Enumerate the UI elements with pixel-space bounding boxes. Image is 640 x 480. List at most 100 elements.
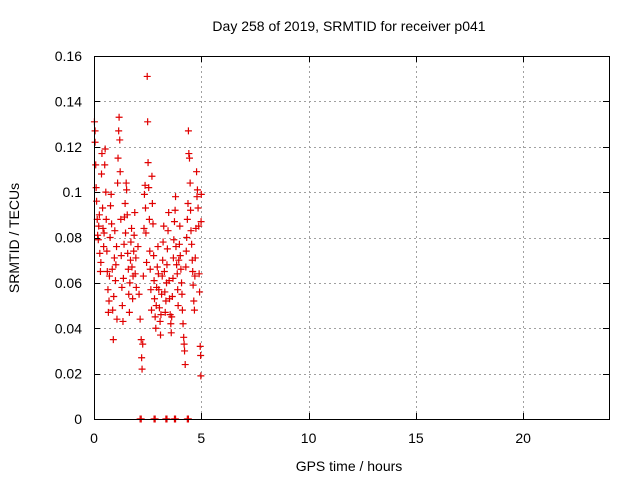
data-point [140,224,148,232]
data-point [178,306,186,314]
data-point [148,199,156,207]
data-point [195,270,203,278]
data-point [123,211,131,219]
data-point [101,161,109,169]
data-point [138,354,146,362]
data-point [118,302,126,310]
data-point [177,265,185,273]
data-point [163,245,171,253]
data-point [105,272,113,280]
y-tick-label: 0.06 [55,275,82,291]
data-point [170,218,178,226]
data-point [184,127,192,135]
x-tick-label: 5 [197,430,205,446]
data-point [168,313,176,321]
data-point [116,168,124,176]
data-point [195,222,203,230]
data-point [165,209,173,217]
data-point [156,317,164,325]
data-point [112,261,120,269]
data-point [143,72,151,80]
data-point [188,240,196,248]
data-point [125,308,133,316]
data-point [145,184,153,192]
data-point [106,234,114,241]
data-point [171,206,179,214]
data-point [117,215,125,223]
data-point [134,243,142,251]
data-point [122,229,130,237]
data-point [103,268,111,276]
data-point [102,215,110,223]
data-point [150,277,158,285]
x-tick-labels: 0 5 10 15 20 [90,430,531,446]
data-point [111,277,119,285]
data-point [180,333,188,341]
data-point [148,306,156,314]
data-point [158,272,166,280]
data-point [190,297,198,305]
data-point [155,286,163,294]
data-point [95,211,103,219]
ticks [94,56,609,420]
data-point [185,150,193,158]
data-point [96,268,104,276]
data-point [114,179,122,187]
data-point [97,258,105,266]
data-point [161,308,169,316]
data-point [183,215,191,223]
data-point [147,286,155,294]
data-point [157,331,165,339]
data-point [99,204,107,212]
data-point [187,206,195,214]
data-point [124,265,132,273]
data-point [119,317,127,325]
data-point [162,297,170,305]
data-point [169,254,177,262]
y-axis-title: SRMTID / TECUs [6,183,22,293]
data-point [167,329,175,337]
data-point [189,281,197,289]
data-point [111,227,119,235]
data-point [154,270,162,278]
grid [94,56,609,419]
data-point [96,249,104,257]
x-tick-label: 0 [90,430,98,446]
data-point [143,258,151,266]
data-point [191,272,199,280]
data-point [170,236,178,244]
data-point [108,265,116,273]
data-point [123,186,131,194]
data-point [197,351,205,359]
data-point [178,290,186,298]
data-point [102,188,110,196]
data-point [165,277,173,285]
data-point [150,252,158,260]
data-point [117,252,125,260]
data-point [168,292,176,300]
data-point [167,320,175,328]
data-point [180,340,188,348]
data-point [137,336,145,344]
data-point [107,190,115,198]
data-point [196,342,204,350]
data-point [176,222,184,230]
data-point [98,170,106,178]
data-point [115,113,123,121]
data-point [127,238,135,246]
data-point [146,265,154,273]
data-point [173,261,181,269]
data-point [125,290,133,298]
data-point [142,229,150,237]
data-point [160,268,168,276]
data-point [194,204,202,212]
data-point [110,254,118,262]
data-point [189,268,197,276]
data-point [130,231,138,239]
data-point [131,270,139,278]
data-point [121,199,129,207]
data-point [104,308,112,316]
data-point [141,181,149,189]
data-point [139,340,147,348]
